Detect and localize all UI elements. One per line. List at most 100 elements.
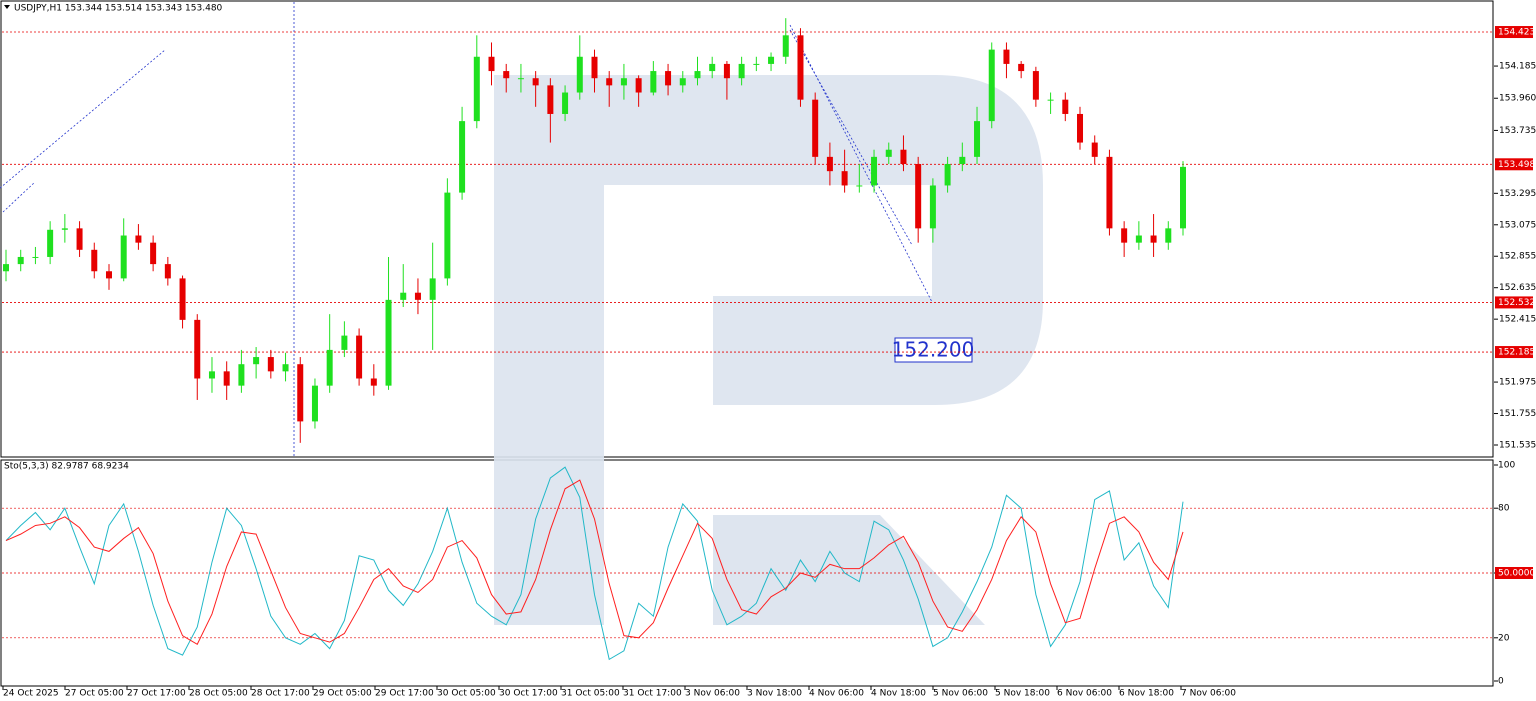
y-tick-label: 152.635	[1499, 283, 1536, 293]
candle-body	[61, 228, 68, 230]
x-tick-label: 5 Nov 06:00	[933, 689, 988, 699]
candle-body	[473, 56, 480, 122]
candle-body	[871, 156, 878, 186]
candle-body	[194, 319, 201, 379]
osc-y-tick-label: 0	[1498, 677, 1504, 687]
price-tag-label: 154.423	[1498, 28, 1535, 38]
candle-body	[208, 371, 215, 379]
x-tick-label: 3 Nov 06:00	[685, 689, 740, 699]
x-tick-label: 30 Oct 05:00	[437, 689, 496, 699]
candle-body	[105, 271, 112, 279]
annotation-box	[894, 337, 973, 363]
candle-body	[47, 229, 54, 257]
price-tag	[1495, 26, 1533, 39]
candle-body	[797, 35, 804, 100]
y-tick-label: 154.185	[1499, 62, 1536, 72]
oscillator-header: Sto(5,3,3) 82.9787 68.9234	[4, 462, 129, 472]
candle-body	[768, 56, 775, 64]
y-tick-label: 153.295	[1499, 189, 1536, 199]
x-tick-label: 27 Oct 05:00	[65, 689, 124, 699]
price-tag-label: 152.532	[1498, 298, 1535, 308]
candle-body	[606, 78, 613, 86]
candle-body	[562, 92, 569, 114]
collapse-icon[interactable]	[4, 5, 10, 9]
candle-body	[753, 63, 760, 65]
candle-body	[694, 71, 701, 79]
candle-body	[1003, 49, 1010, 64]
price-tag	[1495, 296, 1533, 309]
candle-body	[812, 99, 819, 157]
candle-body	[1077, 113, 1084, 143]
watermark-shape	[713, 515, 985, 625]
osc-y-tick-label: 50.0000	[1498, 569, 1535, 579]
candle-body	[253, 357, 260, 365]
candle-body	[1091, 142, 1098, 157]
candle-body	[665, 71, 672, 86]
candle-body	[3, 264, 9, 272]
osc-line	[5, 479, 1184, 645]
candle-body	[709, 63, 716, 72]
x-tick-label: 6 Nov 06:00	[1057, 689, 1112, 699]
drawings	[0, 2, 933, 457]
candle-body	[223, 371, 230, 386]
candle-body	[650, 71, 657, 93]
candle-body	[885, 149, 892, 157]
price-tag-label: 153.498	[1498, 160, 1535, 170]
candle-body	[1150, 235, 1157, 243]
chart-header: USDJPY,H1 153.344 153.514 153.343 153.48…	[14, 4, 223, 14]
x-tick-label: 30 Oct 17:00	[499, 689, 558, 699]
candle-body	[620, 78, 627, 86]
candle-body	[576, 56, 583, 93]
candle-body	[385, 299, 392, 386]
candle-body	[1121, 228, 1128, 243]
trend-line	[2, 181, 36, 213]
osc-y-tick-label: 100	[1498, 461, 1515, 471]
candle-body	[297, 364, 304, 422]
candle-body	[135, 235, 142, 243]
osc-y-tick-label: 20	[1498, 633, 1510, 643]
y-tick-label: 152.855	[1499, 252, 1536, 262]
x-tick-label: 7 Nov 06:00	[1181, 689, 1236, 699]
y-tick-label: 153.960	[1499, 94, 1536, 104]
x-tick-label: 5 Nov 18:00	[995, 689, 1050, 699]
x-tick-label: 31 Oct 17:00	[623, 689, 682, 699]
candle-body	[444, 192, 451, 279]
candle-body	[91, 249, 98, 272]
y-tick-label: 153.075	[1499, 220, 1536, 230]
trend-line	[0, 49, 166, 189]
watermark-shape	[494, 75, 1043, 625]
candle-body	[826, 156, 833, 172]
candle-body	[429, 278, 436, 300]
candle-body	[782, 35, 789, 57]
x-tick-label: 28 Oct 05:00	[189, 689, 248, 699]
x-tick-label: 4 Nov 18:00	[871, 689, 926, 699]
price-tag	[1495, 346, 1533, 359]
candle-body	[238, 364, 245, 386]
candle-body	[488, 56, 495, 72]
candle-body	[988, 49, 995, 122]
candle-body	[1018, 63, 1025, 72]
y-tick-label: 152.415	[1499, 315, 1536, 325]
candle-body	[547, 85, 554, 114]
candle-body	[1180, 166, 1186, 229]
candle-body	[1032, 71, 1039, 100]
watermark	[494, 75, 1043, 625]
x-tick-label: 24 Oct 2025	[3, 689, 59, 699]
candle-body	[1165, 228, 1172, 243]
osc-y-tick-label: 80	[1498, 504, 1510, 514]
x-tick-label: 27 Oct 17:00	[127, 689, 186, 699]
x-tick-label: 3 Nov 18:00	[747, 689, 802, 699]
main-panel	[0, 0, 1494, 458]
x-tick-label: 4 Nov 06:00	[809, 689, 864, 699]
candle-body	[282, 364, 289, 372]
candle-body	[370, 378, 377, 386]
candle-body	[929, 185, 936, 229]
candle-body	[414, 292, 421, 300]
candle-body	[635, 78, 642, 93]
price-tag	[1495, 158, 1533, 171]
candle-body	[959, 156, 966, 165]
y-tick-label: 151.535	[1499, 440, 1536, 450]
candle-body	[1062, 99, 1069, 114]
candle-body	[900, 149, 907, 165]
candle-body	[723, 63, 730, 79]
